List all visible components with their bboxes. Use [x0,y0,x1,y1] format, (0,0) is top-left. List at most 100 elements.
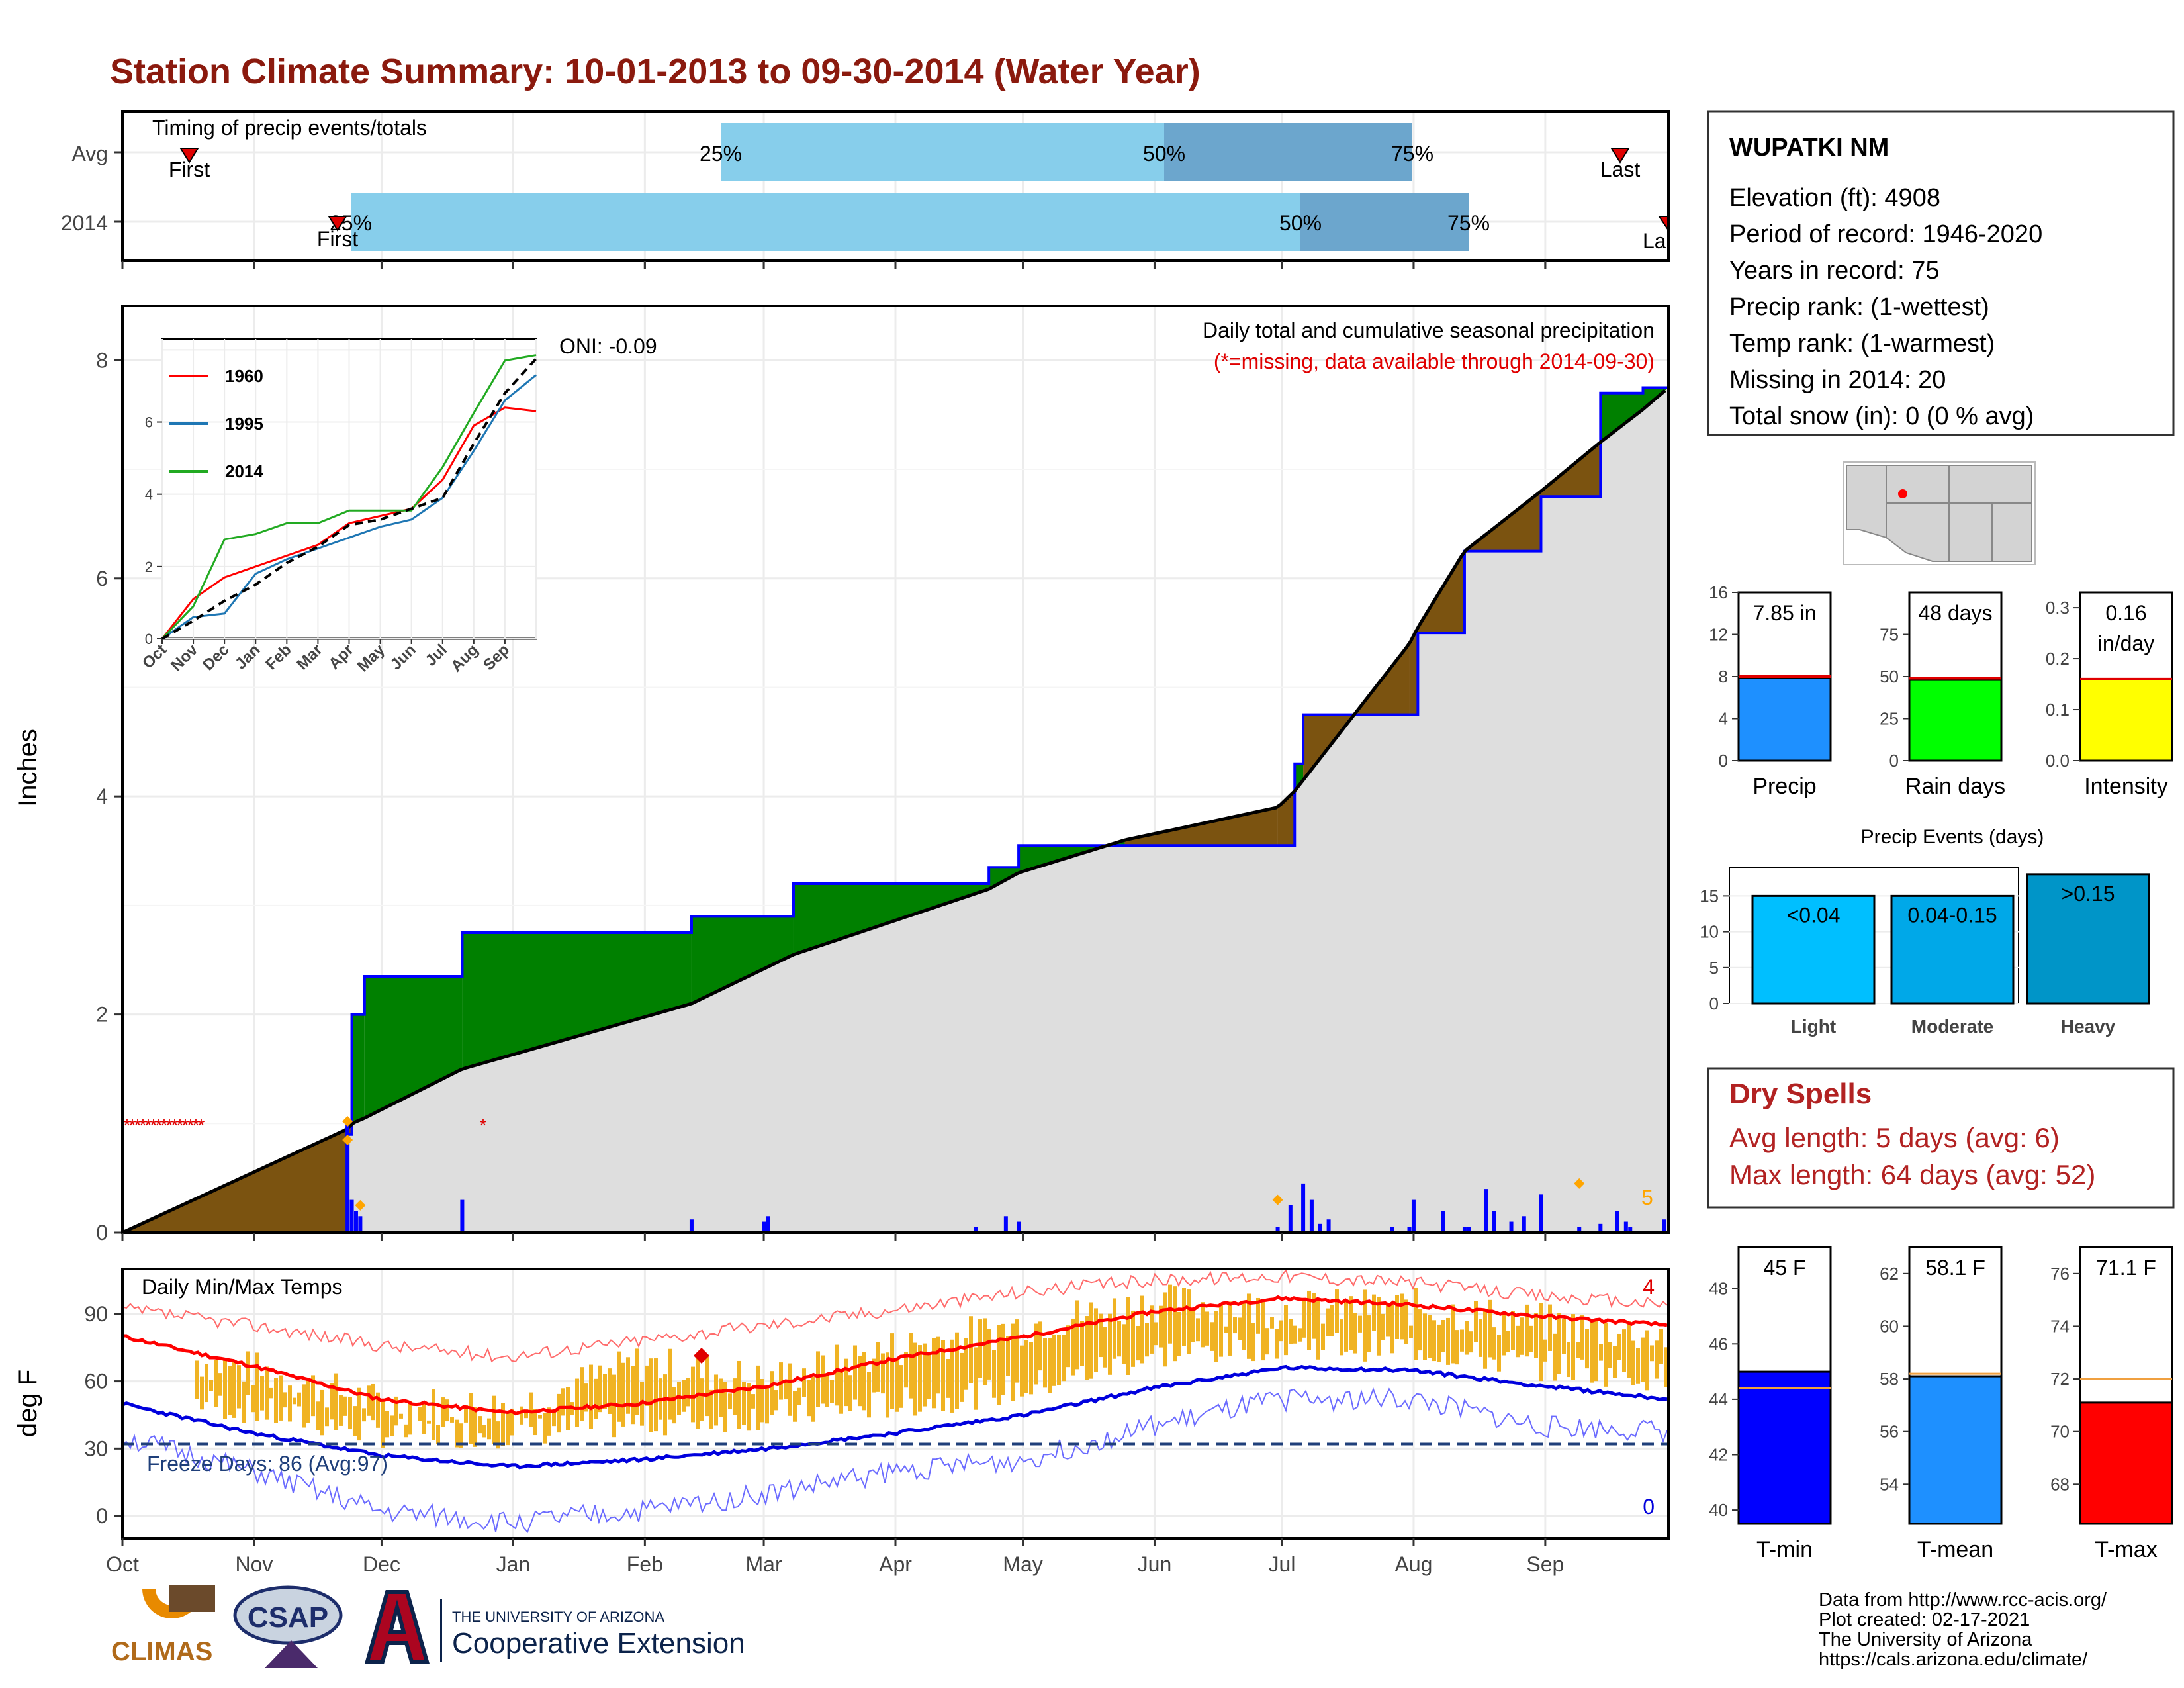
daily-temp-bar [1006,1336,1010,1376]
daily-temp-bar [1488,1299,1492,1358]
daily-temp-bar [960,1352,964,1402]
daily-temp-bar [1103,1327,1107,1368]
daily-temp-bar [793,1391,797,1422]
daily-temp-bar [325,1407,329,1427]
daily-temp-bar [1460,1329,1464,1352]
daily-temp-bar [561,1388,565,1416]
daily-temp-bar [1117,1321,1121,1357]
month-axis: Oct Nov Dec Jan Feb Mar Apr May Jun Jul Aug Sep [106,261,1564,1576]
daily-temp-bar [478,1416,482,1434]
mini-bar-tick-label: 16 [1709,583,1728,602]
daily-temp-bar [853,1345,857,1400]
precip-ytick-label: 2 [96,1003,108,1027]
daily-temp-bar [807,1380,811,1417]
daily-temp-bar [770,1371,774,1415]
mini-bar-label: Intensity [2084,774,2168,799]
daily-temp-bar [756,1365,760,1430]
dry-spells-max: Max length: 64 days (avg: 52) [1729,1159,2095,1190]
daily-temp-bar [1150,1305,1154,1354]
daily-precip-bar [1326,1219,1331,1233]
precip-mini-chart: 0 4 8 12 16 7.85 in Precip [1709,583,1832,799]
missing-star: * [198,1115,205,1135]
mini-bar-tick-label: 60 [1880,1316,1899,1336]
daily-temp-bar [936,1336,940,1394]
daily-temp-bar [797,1387,801,1405]
mini-bar-tick-label: 8 [1719,667,1728,686]
daily-temp-bar [1409,1325,1413,1338]
daily-temp-bar [594,1378,598,1419]
daily-temp-bar [1358,1315,1362,1333]
daily-precip-bar [345,1118,350,1233]
daily-temp-bar [1321,1323,1325,1350]
daily-temp-bar [747,1383,751,1431]
daily-temp-bars [195,1284,1668,1449]
mini-bar-value-label: 71.1 F [2096,1256,2156,1280]
daily-temp-bar [1423,1313,1427,1360]
events-category-label: Light [1791,1016,1836,1037]
daily-temp-bar [520,1406,523,1425]
daily-temp-bar [1043,1338,1047,1388]
mini-bar-value [1737,1370,1832,1525]
daily-temp-bar [848,1375,852,1411]
daily-temp-bar [1441,1320,1445,1352]
daily-temp-bar [362,1408,366,1422]
daily-temp-bar [1256,1297,1260,1334]
event-diamond [342,1135,353,1145]
mini-bar-tick-label: 68 [2050,1474,2070,1494]
daily-temp-bar [691,1366,695,1423]
daily-temp-bar [1469,1331,1473,1353]
daily-temp-bar [950,1339,954,1413]
daily-temp-bar [1011,1323,1015,1401]
daily-temp-bar [445,1399,449,1422]
missing-star: * [134,1115,142,1135]
daily-temp-bar [1075,1300,1079,1370]
mini-bar-tick-label: 54 [1880,1474,1899,1494]
daily-temp-bar [339,1395,343,1426]
daily-temp-bar [1631,1340,1635,1385]
missing-star: * [171,1115,179,1135]
daily-temp-bar [1163,1292,1167,1367]
daily-temp-bar [214,1360,218,1407]
daily-temp-bar [255,1352,259,1421]
daily-temp-bar [432,1389,435,1440]
daily-temp-bar [1418,1309,1422,1351]
map-region [1846,465,2032,562]
daily-temp-bar [371,1383,375,1421]
daily-temp-bar [1404,1299,1408,1344]
mini-bar-tick-label: 50 [1880,667,1899,686]
daily-precip-bar [1509,1221,1514,1233]
daily-temp-bar [811,1376,815,1422]
daily-temp-bar [1511,1311,1515,1350]
missing-star: * [177,1115,184,1135]
daily-temp-bar [621,1362,625,1427]
locator-map [1843,461,2036,565]
oni-label: ONI: -0.09 [559,334,657,358]
footer-line-url: https://cals.arizona.edu/climate/ [1819,1649,2088,1670]
dry-spells-border [1707,1067,2175,1209]
daily-temp-bar [1242,1301,1246,1350]
missing-star: * [182,1115,189,1135]
mini-bar-tick-label: 75 [1880,625,1899,645]
daily-temp-bar [302,1384,306,1428]
daily-temp-bar [978,1319,982,1378]
timing-panel: Timing of precip events/totals Avg 2014 … [61,110,1670,269]
station-location-dot [1898,489,1907,498]
missing-star: * [140,1115,147,1135]
events-tick-label: 15 [1700,886,1719,906]
mini-bar-label: T-min [1756,1537,1813,1562]
daily-temp-bar [1543,1339,1547,1362]
timing-row-avg: Avg [71,142,108,165]
daily-temp-bar [381,1401,385,1448]
daily-temp-bar [1284,1305,1288,1356]
daily-temp-bar [904,1352,908,1388]
daily-temp-bar [501,1403,505,1446]
daily-temp-bar [473,1407,477,1447]
mini-bar-tick-label: 12 [1709,625,1728,645]
daily-temp-bar [1353,1312,1357,1354]
daily-temp-bar [1052,1334,1056,1386]
missing-star: * [161,1115,168,1135]
temp-bottom-count: 0 [1643,1495,1655,1519]
daily-temp-bar [784,1382,788,1400]
inset-ytick-label: 6 [145,414,153,431]
daily-temp-bar [1562,1318,1566,1354]
